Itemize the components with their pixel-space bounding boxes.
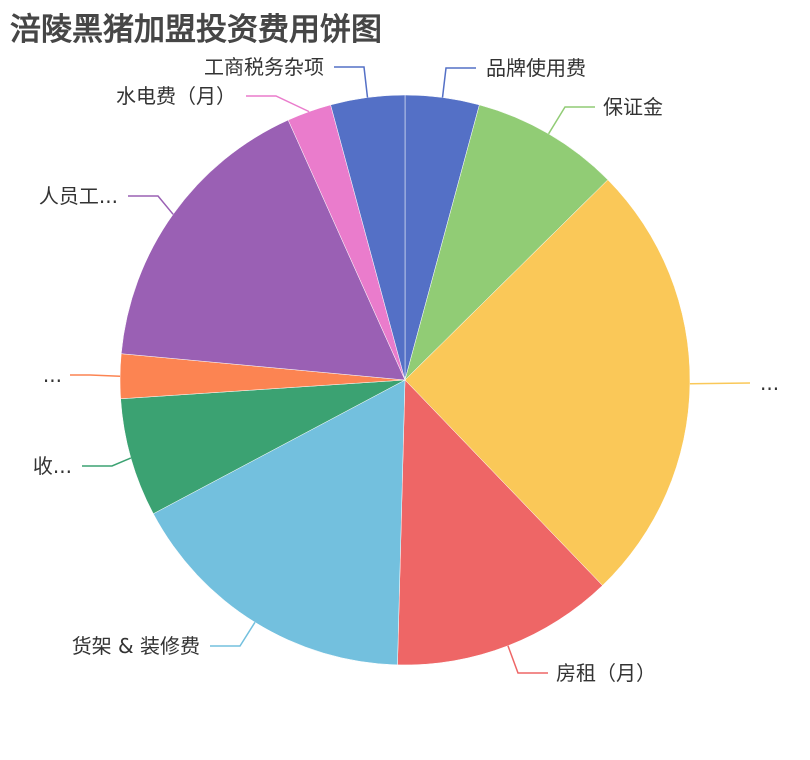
label-line xyxy=(70,374,121,377)
pie-slice[interactable] xyxy=(397,379,603,666)
slice-label: 房租（月） xyxy=(556,661,656,685)
pie-slice[interactable] xyxy=(120,119,406,381)
chart-title: 涪陵黑猪加盟投资费用饼图 xyxy=(10,12,382,48)
slice-label: 收... xyxy=(33,454,72,478)
slice-label: ... xyxy=(760,371,779,395)
label-line xyxy=(441,67,476,98)
label-line xyxy=(547,106,595,135)
slice-label: ... xyxy=(43,363,62,387)
slice-label: 品牌使用费 xyxy=(486,56,586,80)
slice-label: 人员工... xyxy=(39,184,118,208)
label-line xyxy=(334,66,369,98)
label-line xyxy=(246,95,310,113)
label-line xyxy=(82,457,132,467)
pie-slice[interactable] xyxy=(404,179,691,586)
label-line xyxy=(507,645,548,674)
slice-label: 水电费（月） xyxy=(116,84,236,108)
label-line xyxy=(689,382,751,385)
slice-label: 工商税务杂项 xyxy=(204,55,324,79)
pie-slice[interactable] xyxy=(120,379,406,515)
pie-slice[interactable] xyxy=(404,104,609,381)
label-line xyxy=(128,195,174,215)
label-line xyxy=(210,621,256,647)
slice-label: 货架 & 装修费 xyxy=(72,634,200,658)
slice-label: 保证金 xyxy=(603,95,663,119)
